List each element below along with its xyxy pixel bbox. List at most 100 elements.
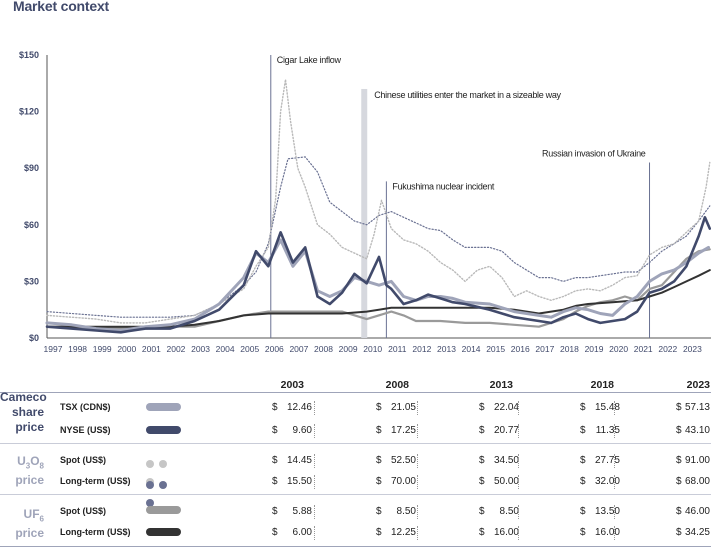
x-tick-label: 2014 bbox=[462, 344, 481, 354]
price-chart: $0 $30 $60 $90 $120 $150 1997 1998 1999 2000 2001 2… bbox=[19, 50, 711, 354]
legend-dot bbox=[159, 460, 167, 468]
currency-symbol: $ bbox=[676, 455, 682, 466]
group-label-line: price bbox=[15, 420, 44, 434]
currency-symbol: $ bbox=[676, 506, 682, 517]
y-tick-label: $90 bbox=[24, 163, 39, 173]
group-label-line: share bbox=[11, 405, 44, 419]
legend-dot bbox=[146, 481, 154, 489]
page-title: Market context bbox=[13, 0, 110, 14]
currency-symbol: $ bbox=[376, 476, 382, 487]
column-separator bbox=[417, 505, 418, 519]
cell-value: 46.00 bbox=[684, 506, 710, 517]
currency-symbol: $ bbox=[272, 402, 278, 413]
currency-symbol: $ bbox=[272, 506, 278, 517]
group-divider bbox=[0, 494, 711, 495]
legend-swatch-nyse bbox=[146, 426, 181, 434]
currency-symbol: $ bbox=[376, 455, 382, 466]
x-tick-label: 1997 bbox=[44, 344, 63, 354]
cell-value: 15.50 bbox=[286, 476, 312, 487]
column-separator bbox=[518, 505, 519, 519]
cell-value: 6.00 bbox=[292, 527, 312, 538]
currency-symbol: $ bbox=[272, 527, 278, 538]
x-tick-label: 2010 bbox=[363, 344, 382, 354]
series-line-spot-u3o8 bbox=[46, 78, 711, 324]
year-header-2003: 2003 bbox=[280, 379, 304, 391]
group-label-line: Cameco bbox=[0, 390, 47, 404]
currency-symbol: $ bbox=[479, 476, 485, 487]
x-tick-label: 2003 bbox=[191, 344, 210, 354]
cell-value: 52.50 bbox=[390, 455, 416, 466]
column-separator bbox=[614, 454, 615, 468]
y-tick-label: $0 bbox=[29, 333, 39, 343]
cell-value: 20.77 bbox=[493, 425, 519, 436]
y-tick-label: $120 bbox=[19, 107, 39, 117]
column-separator bbox=[614, 526, 615, 540]
currency-symbol: $ bbox=[479, 455, 485, 466]
cell-value: 5.88 bbox=[292, 506, 312, 517]
group-label-cameco: Cameco share price bbox=[0, 390, 47, 435]
column-separator bbox=[518, 475, 519, 489]
y-tick-label: $150 bbox=[19, 50, 39, 60]
series-line-lt-u3o8 bbox=[46, 156, 711, 318]
cell-value: 68.00 bbox=[684, 476, 710, 487]
column-separator bbox=[417, 454, 418, 468]
group-label-line: UF6 bbox=[23, 507, 44, 524]
currency-symbol: $ bbox=[479, 527, 485, 538]
currency-symbol: $ bbox=[376, 527, 382, 538]
currency-symbol: $ bbox=[676, 425, 682, 436]
cell-value: 34.50 bbox=[493, 455, 519, 466]
group-label-u3o8: U3O8 price bbox=[0, 454, 44, 488]
group-label-line: price bbox=[15, 526, 44, 541]
currency-symbol: $ bbox=[376, 425, 382, 436]
x-tick-label: 2009 bbox=[339, 344, 358, 354]
cell-value: 91.00 bbox=[684, 455, 710, 466]
table-bottom-divider bbox=[0, 546, 711, 547]
year-header-2018: 2018 bbox=[590, 379, 614, 391]
cell-value: 8.50 bbox=[396, 506, 416, 517]
legend-dot bbox=[146, 460, 154, 468]
currency-symbol: $ bbox=[479, 506, 485, 517]
x-tick-label: 2005 bbox=[240, 344, 259, 354]
cell-value: 70.00 bbox=[390, 476, 416, 487]
row-label-tsx: TSX (CDN$) bbox=[60, 402, 111, 412]
x-tick-label: 2006 bbox=[265, 344, 284, 354]
column-separator bbox=[417, 401, 418, 415]
cell-value: 15.48 bbox=[594, 402, 620, 413]
cell-value: 8.50 bbox=[499, 506, 519, 517]
cell-value: 13.50 bbox=[594, 506, 620, 517]
x-tick-label: 2021 bbox=[634, 344, 653, 354]
column-separator bbox=[614, 424, 615, 438]
column-separator bbox=[314, 505, 315, 519]
currency-symbol: $ bbox=[580, 527, 586, 538]
x-tick-label: 1998 bbox=[68, 344, 87, 354]
currency-symbol: $ bbox=[479, 402, 485, 413]
row-label-lt-u3o8: Long-term (US$) bbox=[60, 476, 131, 486]
group-label-line: price bbox=[15, 473, 44, 488]
year-header-2008: 2008 bbox=[385, 379, 409, 391]
cell-value: 11.35 bbox=[595, 425, 620, 436]
legend-dots-spot-u3o8 bbox=[146, 455, 182, 486]
annotation-band bbox=[361, 88, 368, 339]
legend-dots-lt-u3o8 bbox=[146, 476, 182, 507]
cell-value: 12.46 bbox=[286, 402, 312, 413]
column-separator bbox=[314, 454, 315, 468]
currency-symbol: $ bbox=[580, 506, 586, 517]
column-separator bbox=[614, 475, 615, 489]
legend-swatch-tsx bbox=[146, 403, 181, 411]
x-tick-label: 2020 bbox=[609, 344, 628, 354]
x-tick-label: 2015 bbox=[486, 344, 505, 354]
year-header-2013: 2013 bbox=[489, 379, 513, 391]
row-label-nyse: NYSE (US$) bbox=[60, 425, 111, 435]
cell-value: 12.25 bbox=[390, 527, 416, 538]
x-tick-label: 2017 bbox=[535, 344, 554, 354]
annotation-label: Cigar Lake inflow bbox=[277, 55, 342, 65]
column-separator bbox=[314, 424, 315, 438]
currency-symbol: $ bbox=[676, 527, 682, 538]
column-separator bbox=[314, 475, 315, 489]
x-tick-label: 2019 bbox=[585, 344, 604, 354]
column-separator bbox=[518, 424, 519, 438]
currency-symbol: $ bbox=[272, 476, 278, 487]
column-separator bbox=[518, 401, 519, 415]
x-tick-label: 2008 bbox=[314, 344, 333, 354]
group-divider bbox=[0, 443, 711, 444]
